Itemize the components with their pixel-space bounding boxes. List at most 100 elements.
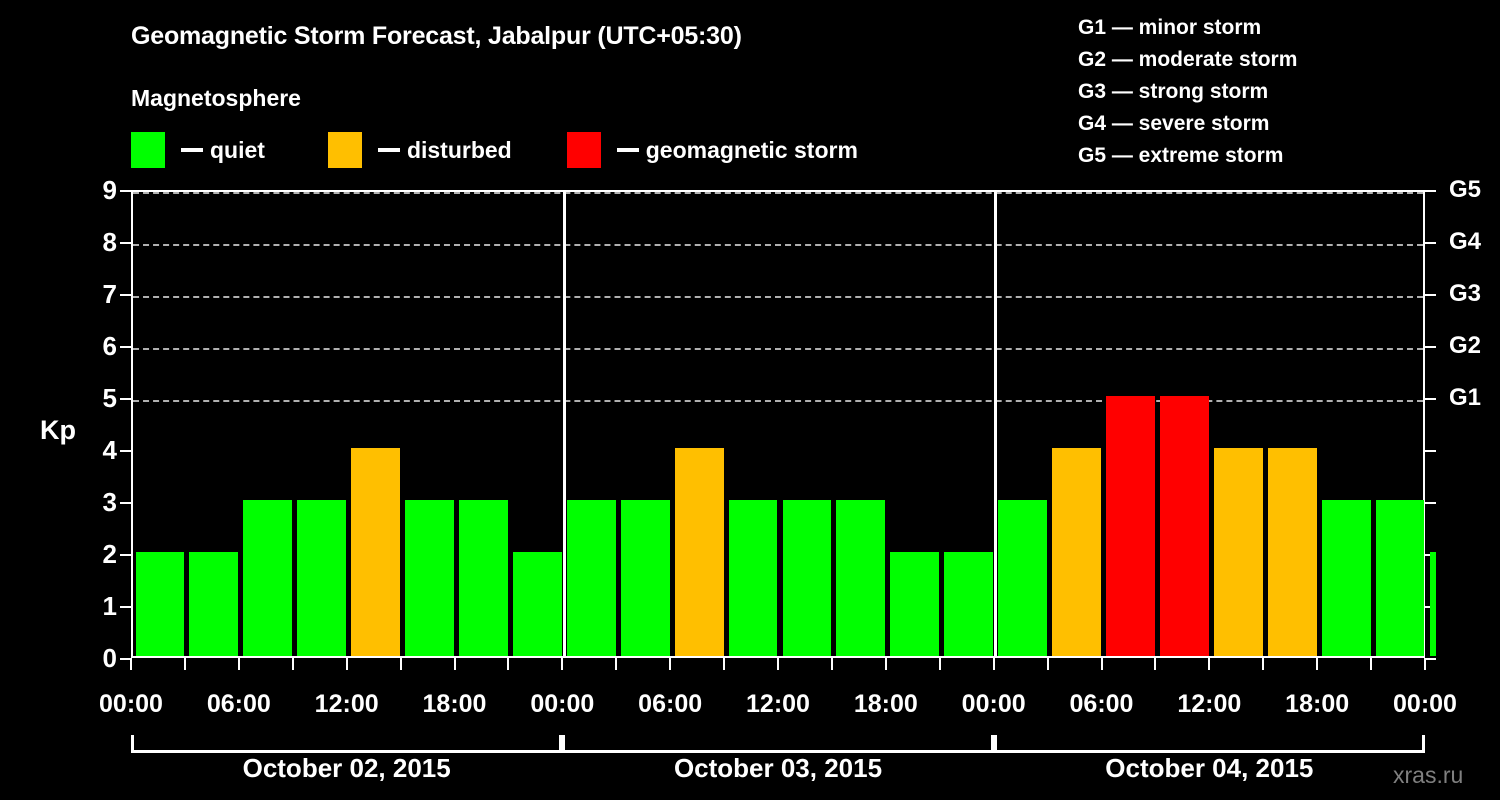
bar: [944, 552, 994, 656]
g-axis-tick-4: [1425, 450, 1436, 452]
g-legend-item-g2: G2 — moderate storm: [1078, 48, 1298, 71]
y-axis-tick-label-0: 0: [102, 643, 117, 673]
bar: [1213, 448, 1263, 656]
g-axis-tick-6: [1425, 346, 1436, 348]
legend-swatch-quiet-icon: [131, 132, 165, 168]
x-axis-tick: [1208, 658, 1211, 670]
x-axis-minor-tick: [615, 658, 618, 670]
bar: [297, 500, 347, 656]
x-axis-minor-tick: [1262, 658, 1265, 670]
bar: [998, 500, 1048, 656]
y-axis-tick-label-5: 5: [102, 383, 117, 413]
x-axis-tick: [1100, 658, 1103, 670]
x-axis-minor-tick: [1046, 658, 1049, 670]
x-axis-tick-label: 00:00: [961, 690, 1026, 718]
x-axis-minor-tick: [723, 658, 726, 670]
y-axis-tick-label-2: 2: [102, 539, 117, 569]
x-axis-tick-label: 06:00: [206, 690, 271, 718]
y-axis-tick-label-9: 9: [102, 175, 117, 205]
x-axis-minor-tick: [291, 658, 294, 670]
bar: [512, 552, 562, 656]
day-bracket: [562, 735, 994, 753]
g-axis-label-g1: G1: [1449, 384, 1482, 411]
y-axis-tick-label-4: 4: [102, 435, 117, 465]
bar: [1267, 448, 1317, 656]
x-axis-tick: [1424, 658, 1426, 670]
y-axis-tick-3: [120, 502, 131, 504]
g-axis-tick-8: [1425, 242, 1436, 244]
y-axis-tick-label-7: 7: [102, 279, 117, 309]
g-axis-tick-5: [1425, 398, 1436, 400]
x-axis-tick-label: 06:00: [638, 690, 703, 718]
day-bracket: [993, 735, 1425, 753]
bar: [1375, 500, 1425, 656]
color-legend: quiet disturbed geomagnetic storm: [131, 131, 858, 169]
x-axis-tick-label: 00:00: [99, 690, 163, 718]
g-legend-item-g1: G1 — minor storm: [1078, 16, 1262, 39]
bar: [1159, 396, 1209, 656]
y-axis-tick-5: [120, 398, 131, 400]
day-bracket: [131, 735, 563, 753]
gridline-kp-8: [133, 244, 1423, 246]
x-axis-tick: [345, 658, 348, 670]
bar: [836, 500, 886, 656]
bar: [1052, 448, 1101, 656]
legend-item-disturbed: disturbed: [327, 132, 512, 168]
x-axis-tick: [777, 658, 779, 670]
bar: [135, 552, 185, 656]
g-axis-label-g5: G5: [1449, 176, 1482, 203]
bar: [351, 448, 401, 656]
plot-inner: [133, 192, 1436, 656]
x-axis-tick: [1316, 658, 1319, 670]
y-axis-tick-6: [120, 346, 131, 348]
x-axis-minor-tick: [938, 658, 941, 670]
x-axis-tick: [669, 658, 672, 670]
x-axis-tick-label: 18:00: [422, 690, 487, 718]
y-axis-tick-label-8: 8: [102, 227, 117, 257]
bar: [1321, 500, 1371, 656]
g-scale-legend: G1 — minor storm G2 — moderate storm G3 …: [1078, 12, 1297, 172]
day-label: October 02, 2015: [242, 753, 451, 783]
legend-label-storm: geomagnetic storm: [645, 136, 858, 163]
bar: [674, 448, 724, 656]
chart-subtitle: Magnetosphere: [131, 85, 301, 111]
gridline-kp-9: [133, 192, 1423, 194]
g-axis-tick-3: [1425, 502, 1436, 504]
y-axis-tick-0: [120, 658, 131, 660]
day-separator: [994, 192, 998, 656]
legend-dash-icon: [616, 148, 639, 152]
x-axis-tick: [884, 658, 887, 670]
legend-swatch-storm-icon: [566, 132, 601, 168]
g-axis-tick-7: [1425, 294, 1436, 296]
y-axis-tick-label-6: 6: [102, 331, 117, 361]
day-label: October 04, 2015: [1105, 753, 1314, 783]
x-axis-tick: [453, 658, 456, 670]
g-axis-label-g4: G4: [1449, 228, 1482, 255]
x-axis-minor-tick: [830, 658, 833, 670]
g-axis-label-g2: G2: [1449, 332, 1482, 359]
legend-dash-icon: [377, 148, 400, 152]
y-axis-title: Kp: [40, 415, 76, 445]
bar: [459, 500, 508, 656]
legend-dash-icon: [181, 148, 203, 152]
y-axis-tick-4: [120, 450, 131, 452]
x-axis-tick-label: 18:00: [1285, 690, 1350, 718]
g-legend-item-g5: G5 — extreme storm: [1078, 144, 1284, 167]
day-label: October 03, 2015: [673, 753, 883, 783]
g-axis-tick-0: [1425, 658, 1436, 660]
x-axis-minor-tick: [183, 658, 186, 670]
y-axis-tick-7: [120, 294, 131, 296]
x-axis-tick-label: 12:00: [314, 690, 379, 718]
g-legend-item-g4: G4 — severe storm: [1078, 112, 1270, 135]
legend-label-quiet: quiet: [210, 136, 265, 163]
x-axis-tick: [237, 658, 240, 670]
y-axis-tick-label-1: 1: [102, 591, 117, 621]
gridline-kp-6: [133, 348, 1423, 350]
legend-item-quiet: quiet: [131, 132, 265, 168]
legend-item-storm: geomagnetic storm: [566, 132, 858, 168]
x-axis-minor-tick: [399, 658, 402, 670]
bar: [405, 500, 454, 656]
x-axis-minor-tick: [1370, 658, 1373, 670]
y-axis-tick-2: [120, 554, 131, 556]
